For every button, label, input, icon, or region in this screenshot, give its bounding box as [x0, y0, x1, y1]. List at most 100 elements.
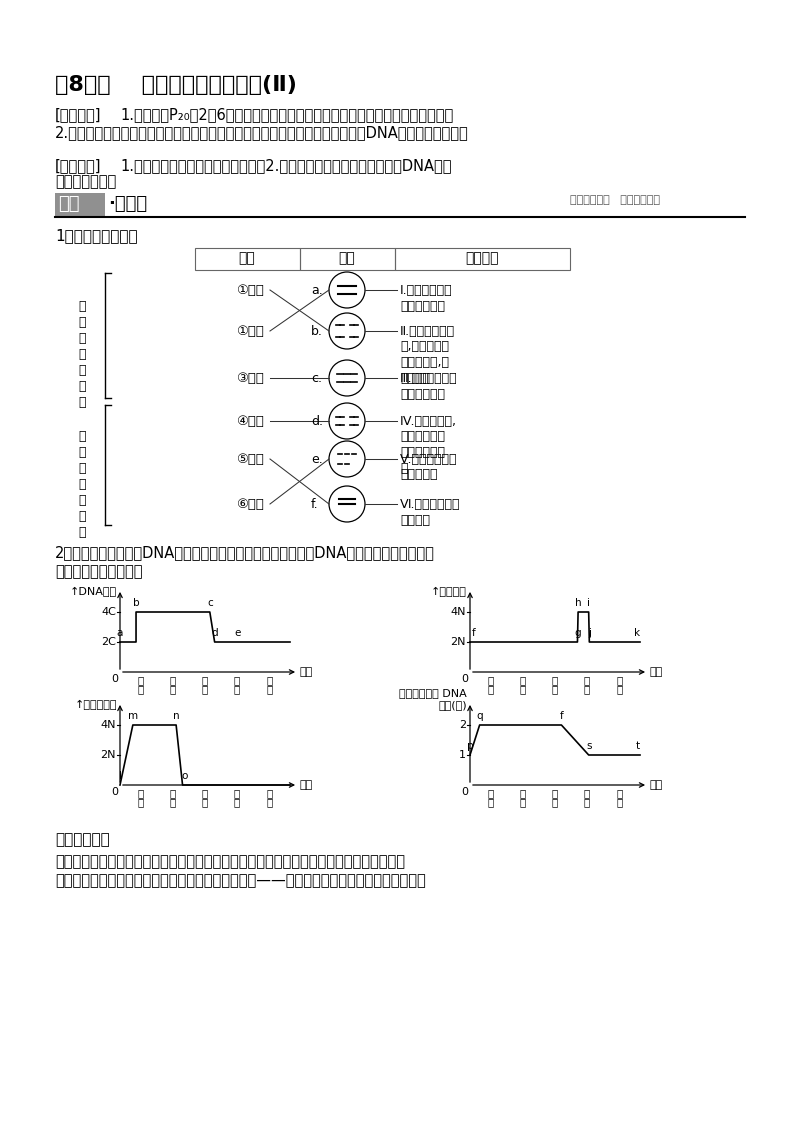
Text: 期: 期	[616, 797, 622, 808]
Text: 0: 0	[111, 674, 118, 684]
Text: 间: 间	[488, 675, 494, 685]
Text: 期: 期	[584, 797, 590, 808]
Text: d.: d.	[311, 415, 323, 428]
Text: 1.结合教材P₂₀图2－6，阐明卵细胞的形成过程，并和精子的形成过程进行比较。: 1.结合教材P₂₀图2－6，阐明卵细胞的形成过程，并和精子的形成过程进行比较。	[120, 107, 454, 122]
Text: 期: 期	[138, 797, 144, 808]
Text: a: a	[117, 628, 123, 638]
Text: i: i	[587, 598, 590, 608]
Text: 2．下面是有丝分裂核DNA、染色体、染色单体及每条染色体上DNA含量变化曲线图，试标: 2．下面是有丝分裂核DNA、染色体、染色单体及每条染色体上DNA含量变化曲线图，…	[55, 545, 435, 560]
Text: s: s	[586, 741, 591, 751]
Text: 期: 期	[170, 797, 176, 808]
Text: 中: 中	[552, 788, 558, 798]
Text: 期: 期	[234, 797, 240, 808]
Text: ·储备区: ·储备区	[108, 195, 147, 213]
Text: 期: 期	[584, 684, 590, 694]
Text: 含量(个): 含量(个)	[438, 700, 467, 710]
Text: 末: 末	[616, 675, 622, 685]
Text: 每条染色体上 DNA: 每条染色体上 DNA	[399, 688, 467, 698]
Text: ①后期: ①后期	[236, 325, 264, 338]
Text: ↑DNA含量: ↑DNA含量	[70, 587, 117, 597]
Text: Ⅵ.着丝点排列在
赤道板上: Ⅵ.着丝点排列在 赤道板上	[400, 498, 461, 527]
Text: f.: f.	[311, 498, 318, 511]
Text: 期: 期	[520, 797, 526, 808]
Text: ④后期: ④后期	[236, 415, 264, 428]
Bar	[395, 248, 570, 270]
Text: 末: 末	[266, 788, 272, 798]
Bar	[195, 248, 300, 270]
Text: 期: 期	[202, 797, 208, 808]
Text: f: f	[559, 711, 563, 720]
Text: 减
数
第
一
次
分
裂: 减 数 第 一 次 分 裂	[78, 301, 86, 409]
Text: 中: 中	[552, 675, 558, 685]
Text: 4C: 4C	[101, 607, 116, 618]
Text: a.: a.	[311, 284, 322, 297]
Text: 2N: 2N	[450, 637, 466, 647]
Text: l: l	[118, 771, 122, 782]
Text: 中: 中	[202, 788, 208, 798]
Text: 期: 期	[170, 684, 176, 694]
Text: 时期: 时期	[238, 251, 255, 265]
Text: 时期: 时期	[300, 780, 314, 789]
Text: p: p	[466, 741, 474, 751]
Text: e: e	[234, 628, 240, 638]
Text: 减
数
第
二
次
分
裂: 减 数 第 二 次 分 裂	[78, 430, 86, 539]
Text: 期: 期	[202, 684, 208, 694]
Text: j: j	[588, 628, 591, 638]
Text: h: h	[574, 598, 582, 608]
Text: 主要特点: 主要特点	[466, 251, 498, 265]
Text: [目标导读]: [目标导读]	[55, 107, 102, 122]
Text: 2.在复习有丝分裂遗传物质变化的基础上，归纳减数分裂中染色体、染色单体、DNA数目的变化规律。: 2.在复习有丝分裂遗传物质变化的基础上，归纳减数分裂中染色体、染色单体、DNA数…	[55, 126, 469, 140]
Text: 人类的繁衍，必不可少的就是卵子。卵子是人体最大的细胞，也是女性独有的细胞，是产生: 人类的繁衍，必不可少的就是卵子。卵子是人体最大的细胞，也是女性独有的细胞，是产生	[55, 854, 405, 869]
Text: 出纵坐标表示的含义。: 出纵坐标表示的含义。	[55, 564, 142, 579]
Text: f: f	[472, 628, 476, 638]
Text: 中: 中	[202, 675, 208, 685]
Text: 末: 末	[616, 788, 622, 798]
Text: b: b	[133, 598, 139, 608]
Text: 期: 期	[488, 797, 494, 808]
Text: 0: 0	[461, 674, 468, 684]
Text: c: c	[207, 598, 213, 608]
Text: [重难点击]: [重难点击]	[55, 158, 102, 173]
Text: 0: 0	[461, 787, 468, 797]
Text: b.: b.	[311, 325, 323, 338]
Text: k: k	[634, 628, 640, 638]
Text: 间: 间	[488, 788, 494, 798]
Bar	[300, 248, 395, 270]
Text: 期: 期	[552, 684, 558, 694]
Text: c.: c.	[311, 372, 322, 385]
Text: Ⅴ.染色体散乱分
布于细胞中: Ⅴ.染色体散乱分 布于细胞中	[400, 454, 458, 482]
Text: d: d	[211, 628, 218, 638]
Text: 前: 前	[520, 675, 526, 685]
Text: 后: 后	[234, 675, 240, 685]
Text: 1．精子的形成过程: 1．精子的形成过程	[55, 228, 138, 243]
Text: n: n	[173, 711, 179, 720]
Text: 前: 前	[520, 788, 526, 798]
Text: 1.卵细胞和精子的形成过程的比较。2.减数分裂中染色体、染色单体、DNA等数: 1.卵细胞和精子的形成过程的比较。2.减数分裂中染色体、染色单体、DNA等数	[120, 158, 451, 173]
Text: 间: 间	[138, 788, 144, 798]
Text: 期: 期	[616, 684, 622, 694]
Text: 【课堂导入】: 【课堂导入】	[55, 832, 110, 847]
Text: 后: 后	[234, 788, 240, 798]
Text: m: m	[128, 711, 138, 720]
Text: 2: 2	[459, 720, 466, 729]
Text: 2C: 2C	[101, 637, 116, 647]
Text: Ⅱ.同源染色体分
开,非同源染色
体自由组合,并
移向两极: Ⅱ.同源染色体分 开,非同源染色 体自由组合,并 移向两极	[400, 325, 455, 385]
Text: 新生命的母细胞。卵子是由我们通常所说的女性性腺——卵巢产生的，卵子是如何形成的呢？: 新生命的母细胞。卵子是由我们通常所说的女性性腺——卵巢产生的，卵子是如何形成的呢…	[55, 873, 426, 888]
Text: 期: 期	[266, 797, 272, 808]
Text: ↑染色体数: ↑染色体数	[431, 587, 467, 597]
Text: 知识: 知识	[58, 195, 79, 213]
Text: 后: 后	[584, 788, 590, 798]
Text: 1: 1	[459, 750, 466, 760]
Text: 期: 期	[138, 684, 144, 694]
Text: o: o	[182, 771, 188, 782]
Text: 第8课时    减数分裂和受精作用(Ⅱ): 第8课时 减数分裂和受精作用(Ⅱ)	[55, 75, 297, 95]
Text: 时期: 时期	[650, 667, 663, 677]
Text: 4N: 4N	[101, 720, 116, 729]
Text: q: q	[476, 711, 483, 720]
Text: 期: 期	[552, 797, 558, 808]
Text: Ⅰ.同源染色体排
列在赤道板上: Ⅰ.同源染色体排 列在赤道板上	[400, 284, 453, 312]
Text: 末: 末	[266, 675, 272, 685]
Text: ⑥中期: ⑥中期	[236, 498, 264, 511]
Text: ↑染色单体数: ↑染色单体数	[74, 700, 117, 710]
Text: 期: 期	[520, 684, 526, 694]
